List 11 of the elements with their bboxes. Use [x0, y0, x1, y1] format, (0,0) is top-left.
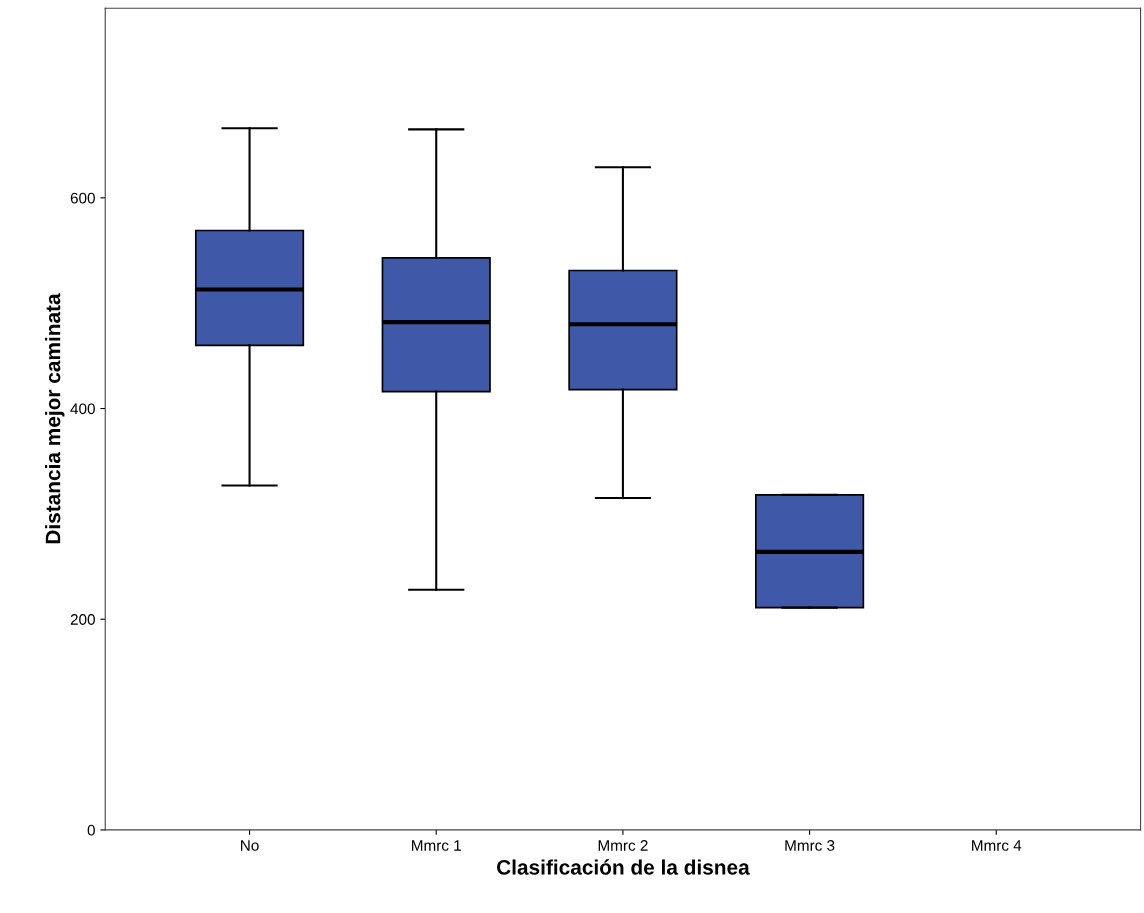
x-axis-title: Clasificación de la disnea — [496, 859, 750, 875]
y-tick-label: 400 — [70, 403, 95, 415]
x-tick-label: No — [241, 840, 259, 851]
y-tick-label: 600 — [70, 192, 95, 204]
y-tick-label: 200 — [70, 614, 95, 625]
y-axis-title: Distancia mejor caminata — [45, 293, 65, 544]
x-tick-label: Mmrc 3 — [785, 840, 835, 851]
x-tick-label: Mmrc 2 — [598, 840, 648, 851]
x-tick-label: Mmrc 4 — [972, 840, 1022, 851]
x-tick-label: Mmrc 1 — [412, 840, 461, 851]
y-tick-label: 0 — [87, 824, 95, 836]
